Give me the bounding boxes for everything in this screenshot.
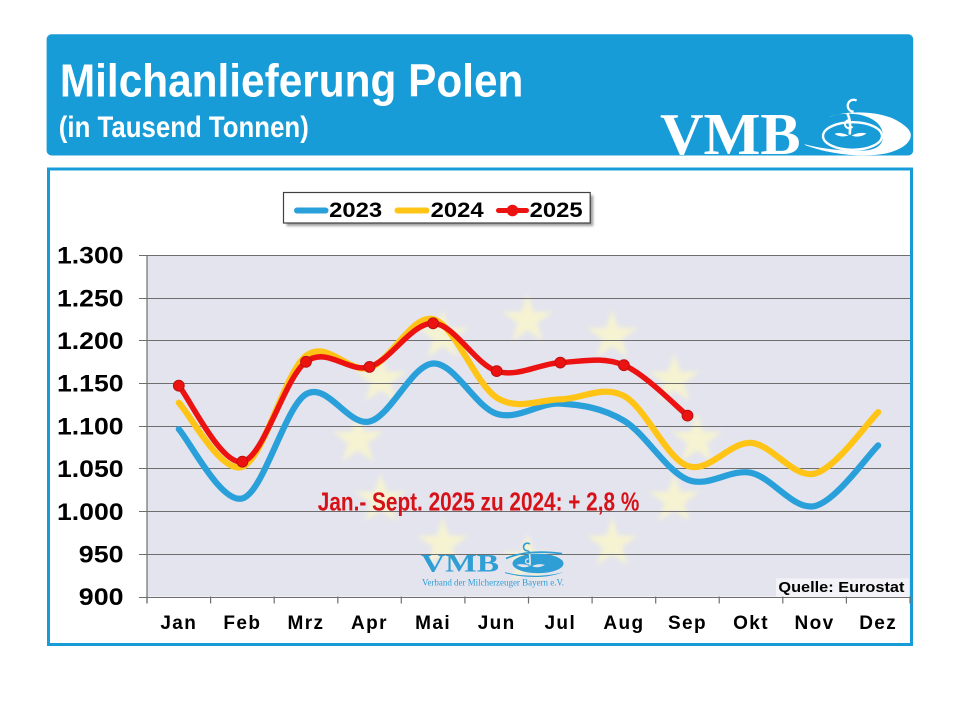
- svg-text:900: 900: [79, 584, 124, 611]
- svg-text:2025: 2025: [530, 199, 583, 222]
- svg-text:Apr: Apr: [351, 613, 388, 634]
- svg-text:2024: 2024: [431, 199, 484, 222]
- svg-text:1.150: 1.150: [57, 371, 124, 398]
- svg-text:Sep: Sep: [668, 613, 707, 634]
- svg-text:Jul: Jul: [544, 613, 576, 634]
- svg-text:1.200: 1.200: [57, 328, 124, 355]
- svg-text:Jun: Jun: [478, 613, 516, 634]
- svg-text:Feb: Feb: [223, 613, 261, 634]
- svg-text:VMB: VMB: [421, 551, 499, 578]
- svg-text:1.050: 1.050: [57, 456, 124, 483]
- svg-text:Okt: Okt: [733, 613, 769, 634]
- svg-text:1.000: 1.000: [57, 499, 124, 526]
- svg-text:Aug: Aug: [603, 613, 644, 634]
- svg-text:Dez: Dez: [859, 613, 897, 634]
- svg-text:(in Tausend Tonnen): (in Tausend Tonnen): [59, 111, 309, 144]
- svg-text:Mrz: Mrz: [288, 613, 325, 634]
- svg-text:Jan: Jan: [160, 613, 197, 634]
- svg-text:Quelle: Eurostat: Quelle: Eurostat: [778, 579, 904, 596]
- svg-text:VMB: VMB: [660, 101, 801, 167]
- svg-text:Verband der Milcherzeuger Baye: Verband der Milcherzeuger Bayern e.V.: [422, 579, 564, 589]
- svg-text:2023: 2023: [329, 199, 382, 222]
- svg-text:Milchanlieferung Polen: Milchanlieferung Polen: [60, 55, 524, 107]
- svg-text:950: 950: [79, 542, 124, 569]
- svg-text:Mai: Mai: [415, 613, 451, 634]
- svg-text:1.100: 1.100: [57, 413, 124, 440]
- svg-text:Nov: Nov: [795, 613, 835, 634]
- svg-text:Jan.- Sept. 2025 zu 2024: + 2,: Jan.- Sept. 2025 zu 2024: + 2,8 %: [318, 489, 640, 517]
- svg-text:1.250: 1.250: [57, 285, 124, 312]
- svg-text:1.300: 1.300: [57, 243, 124, 270]
